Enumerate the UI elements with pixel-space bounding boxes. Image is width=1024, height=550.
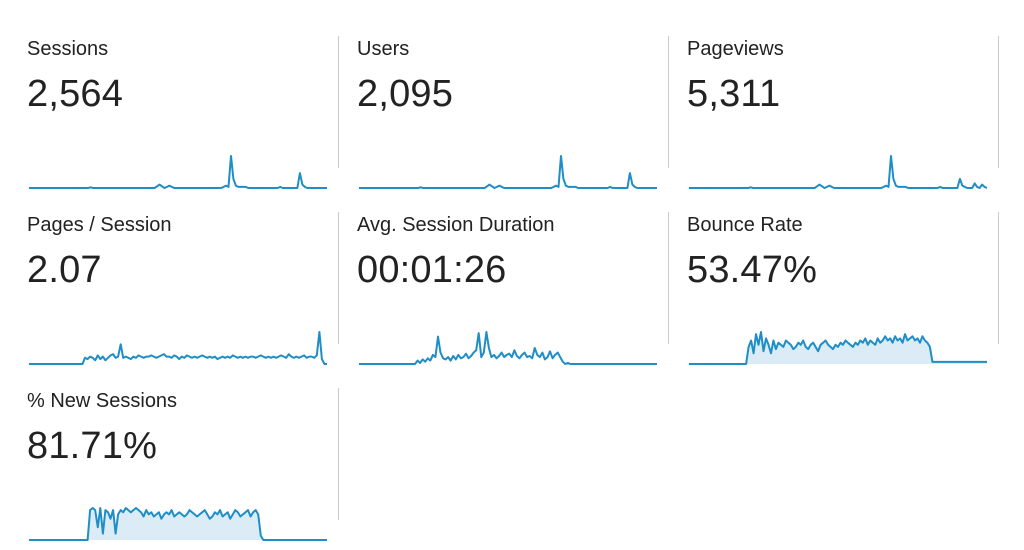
metric-card-pages-per-session[interactable]: Pages / Session 2.07 [27,214,347,365]
sparkline-line [689,155,988,189]
sparkline [359,331,657,365]
metric-label: Bounce Rate [687,214,803,236]
sparkline [689,155,988,189]
metric-value: 5,311 [687,73,781,115]
column-divider [338,388,339,520]
metric-label: Pages / Session [27,214,172,236]
column-divider [998,212,999,344]
metric-label: Users [357,38,410,60]
metric-card-bounce-rate[interactable]: Bounce Rate 53.47% [687,214,1007,365]
metric-label: Avg. Session Duration [357,214,555,236]
sparkline [359,155,657,189]
sparkline [29,507,327,541]
metric-value: 2,095 [357,73,454,115]
sparkline-line [29,507,327,541]
metric-label: % New Sessions [27,390,178,412]
column-divider [668,36,669,168]
metric-value: 00:01:26 [357,249,507,291]
column-divider [338,36,339,168]
sparkline [689,331,987,365]
metric-card-new-sessions[interactable]: % New Sessions 81.71% [27,390,347,541]
metric-value: 81.71% [27,425,158,467]
sparkline [29,331,327,365]
sparkline-line [29,155,327,189]
sparkline-line [29,331,327,365]
sparkline-line [689,331,987,365]
column-divider [338,212,339,344]
metric-value: 53.47% [687,249,818,291]
metric-value: 2,564 [27,73,124,115]
metric-card-sessions[interactable]: Sessions 2,564 [27,38,347,189]
metric-label: Sessions [27,38,109,60]
sparkline-line [359,331,657,365]
metric-label: Pageviews [687,38,784,60]
sparkline-line [359,155,657,189]
sparkline-area [689,332,987,364]
column-divider [668,212,669,344]
sparkline [29,155,327,189]
column-divider [998,36,999,168]
metric-card-pageviews[interactable]: Pageviews 5,311 [687,38,1007,189]
metric-card-avg-session-duration[interactable]: Avg. Session Duration 00:01:26 [357,214,677,365]
metric-value: 2.07 [27,249,102,291]
metric-card-users[interactable]: Users 2,095 [357,38,677,189]
